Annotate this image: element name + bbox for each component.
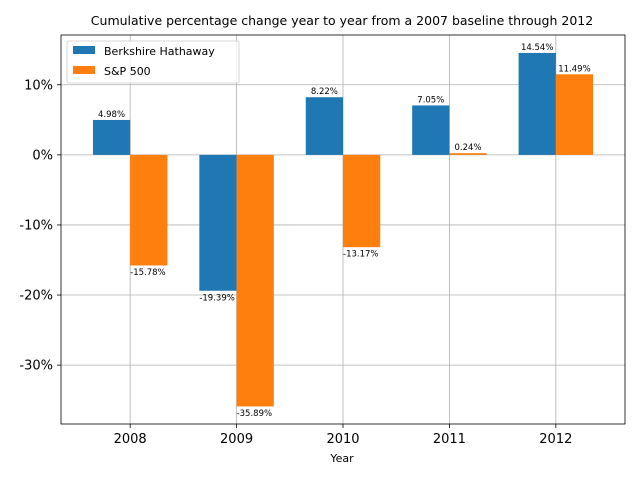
legend-label-sp500: S&P 500 [104, 65, 151, 78]
y-tick-label: 10% [24, 78, 53, 93]
y-tick-label: -10% [19, 218, 53, 233]
bar-value-label: -19.39% [199, 293, 234, 303]
bar [130, 154, 168, 266]
bar-value-label: 7.05% [417, 95, 444, 105]
bar-labels-layer: 4.98% -19.39% 8.22% 7.05% 14.54% -15.78% -35.8… [98, 43, 591, 419]
bar [199, 154, 237, 291]
legend: Berkshire Hathaway S&P 500 [66, 40, 240, 84]
bar-value-label: -15.78% [130, 268, 165, 278]
x-tick-label: 2012 [539, 432, 572, 447]
legend-swatch-sp500 [73, 66, 95, 74]
x-tick-label: 2008 [114, 432, 147, 447]
chart-title: Cumulative percentage change year to yea… [91, 13, 593, 28]
bar-value-label: -13.17% [343, 250, 378, 260]
bar [92, 119, 131, 155]
ticks-layer: 10% 0% -10% -20% -30% 2008 2009 2010 2011 2012 [19, 78, 572, 447]
bar-value-label: 14.54% [521, 43, 553, 53]
bar [449, 153, 487, 155]
bar-value-label: 8.22% [311, 87, 338, 97]
bar [518, 52, 556, 155]
bar [412, 105, 450, 155]
legend-swatch-berkshire [73, 46, 95, 54]
legend-frame [66, 40, 240, 84]
bar-value-label: -35.89% [237, 409, 272, 419]
y-tick-label: 0% [32, 148, 53, 163]
bar [343, 154, 381, 248]
bars-layer [92, 52, 594, 407]
y-tick-label: -20% [19, 289, 53, 304]
bar-value-label: 11.49% [558, 64, 590, 74]
bar [305, 97, 343, 155]
x-tick-label: 2011 [433, 432, 466, 447]
bar [555, 74, 594, 155]
bar [236, 154, 274, 407]
legend-label-berkshire: Berkshire Hathaway [104, 45, 215, 58]
y-tick-label: -30% [19, 359, 53, 374]
x-tick-label: 2010 [326, 432, 359, 447]
bar-value-label: 0.24% [455, 143, 482, 153]
bar-value-label: 4.98% [98, 110, 125, 120]
x-tick-label: 2009 [220, 432, 253, 447]
x-axis-label: Year [329, 452, 354, 465]
